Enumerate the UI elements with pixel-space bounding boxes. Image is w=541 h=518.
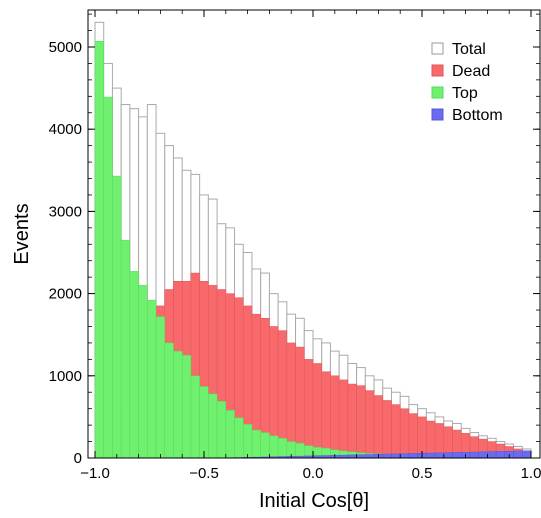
series-top [94, 40, 532, 459]
bar-bottom [434, 452, 445, 459]
bar-bottom [495, 451, 506, 459]
bar-dead [330, 375, 340, 459]
y-tick-label: 1000 [49, 368, 82, 385]
bar-dead [286, 342, 296, 459]
bar-top [242, 424, 253, 459]
bar-bottom [522, 450, 532, 459]
bar-bottom [399, 453, 410, 459]
legend-item-dead: Dead [431, 63, 490, 80]
x-tick-label: −1.0 [80, 465, 110, 482]
bar-bottom [469, 451, 479, 459]
legend-swatch [431, 64, 444, 77]
legend-swatch [431, 86, 444, 99]
y-axis-title: Events [11, 203, 33, 264]
bar-dead [426, 420, 436, 459]
x-tick-label: 0.0 [303, 465, 324, 482]
bar-bottom [478, 451, 488, 459]
bar-top [277, 438, 288, 459]
bar-dead [356, 385, 366, 459]
bar-dead [295, 346, 305, 459]
bar-top [94, 40, 104, 459]
legend-label: Top [452, 85, 478, 102]
y-tick-label: 5000 [49, 39, 82, 56]
legend-item-total: Total [431, 41, 486, 58]
bar-dead [304, 359, 314, 459]
bar-top [190, 375, 200, 459]
legend-item-top: Top [431, 85, 478, 102]
bar-dead [391, 404, 401, 459]
bar-dead [312, 363, 322, 459]
legend-swatch [431, 108, 444, 121]
bar-top [181, 355, 192, 459]
bar-dead [373, 395, 384, 459]
bar-top [112, 175, 122, 459]
ticks-layer: −1.0 −0.5 0.0 0.5 1.0 0 1000 2000 3000 4000 5000 [49, 10, 541, 482]
y-tick-label: 4000 [49, 121, 82, 138]
bars-layer [94, 21, 532, 459]
bar-top [147, 299, 157, 459]
legend-swatch [431, 42, 444, 55]
bar-dead [382, 400, 392, 459]
bar-top [103, 96, 113, 459]
bar-bottom [426, 452, 436, 459]
bar-top [208, 393, 218, 459]
bar-bottom [513, 450, 523, 459]
bar-bottom [365, 454, 375, 459]
x-axis-title: Initial Cos[θ] [259, 490, 369, 512]
bar-dead [321, 371, 331, 459]
bar-top [155, 316, 166, 459]
bar-top [199, 386, 209, 459]
bar-top [234, 417, 244, 459]
bar-bottom [382, 453, 392, 459]
bar-bottom [487, 451, 497, 459]
bar-top [138, 285, 148, 459]
bar-dead [399, 408, 410, 459]
bar-top [225, 410, 235, 459]
bar-dead [365, 390, 375, 459]
legend-label: Bottom [452, 107, 503, 124]
y-tick-label: 0 [74, 450, 82, 467]
bar-top [164, 342, 174, 459]
bar-dead [408, 413, 418, 459]
legend-label: Dead [452, 63, 490, 80]
legend-label: Total [452, 41, 486, 58]
y-tick-label: 2000 [49, 286, 82, 303]
bar-dead [347, 383, 357, 459]
legend: Total Dead Top Bottom [431, 41, 503, 124]
bar-bottom [408, 453, 418, 459]
legend-item-bottom: Bottom [431, 107, 503, 124]
bar-bottom [391, 453, 401, 459]
y-tick-label: 3000 [49, 203, 82, 220]
bar-top [120, 239, 131, 459]
bar-top [260, 432, 270, 459]
bar-top [269, 435, 279, 459]
bar-top [295, 442, 305, 459]
x-tick-label: −0.5 [189, 465, 219, 482]
bar-top [251, 429, 261, 459]
bar-bottom [452, 452, 462, 459]
plot-frame [87, 9, 541, 459]
x-tick-label: 0.5 [412, 465, 433, 482]
bar-top [216, 401, 227, 459]
bar-dead [338, 379, 349, 459]
bar-bottom [443, 452, 453, 459]
bar-top [129, 271, 139, 459]
bar-top [173, 350, 183, 459]
x-tick-label: 1.0 [521, 465, 541, 482]
